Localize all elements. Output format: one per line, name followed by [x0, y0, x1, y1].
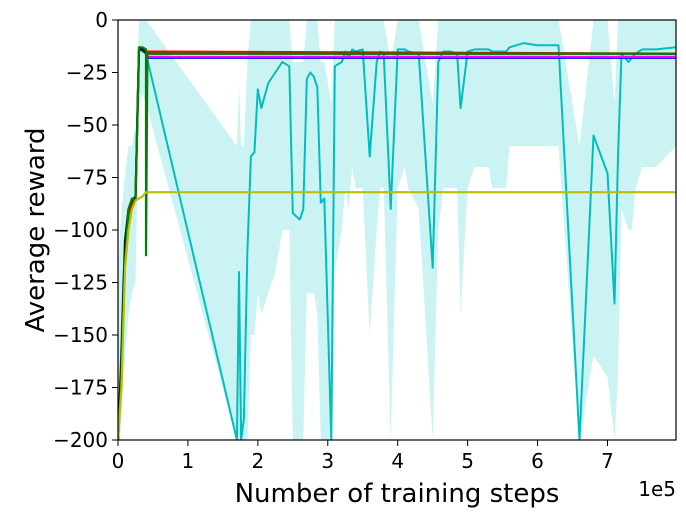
y-tick-label: −125 — [53, 271, 108, 295]
x-tick-label: 5 — [461, 449, 474, 473]
y-tick-label: −25 — [66, 61, 108, 85]
plot-area — [118, 20, 676, 440]
x-axis-offset-label: 1e5 — [638, 477, 676, 501]
y-tick-label: −100 — [53, 218, 108, 242]
y-tick-label: −50 — [66, 113, 108, 137]
x-tick-label: 0 — [112, 449, 125, 473]
y-axis-label: Average reward — [21, 127, 51, 332]
x-axis: 0 1 2 3 4 5 6 7 — [112, 440, 614, 473]
series-6-line — [118, 191, 676, 440]
x-tick-label: 7 — [601, 449, 614, 473]
series-0-confidence-band — [118, 20, 676, 440]
y-tick-label: 0 — [95, 8, 108, 32]
y-tick-label: −200 — [53, 428, 108, 452]
y-tick-label: −75 — [66, 166, 108, 190]
y-axis: 0 −25 −50 −75 −100 −125 −150 −175 −200 — [53, 8, 118, 452]
x-tick-label: 2 — [251, 449, 264, 473]
x-tick-label: 6 — [531, 449, 544, 473]
x-axis-label: Number of training steps — [235, 479, 560, 509]
series-0-line — [118, 42, 676, 440]
x-tick-label: 1 — [182, 449, 195, 473]
x-tick-label: 4 — [391, 449, 404, 473]
x-tick-label: 3 — [321, 449, 334, 473]
y-tick-label: −150 — [53, 323, 108, 347]
y-tick-label: −175 — [53, 376, 108, 400]
